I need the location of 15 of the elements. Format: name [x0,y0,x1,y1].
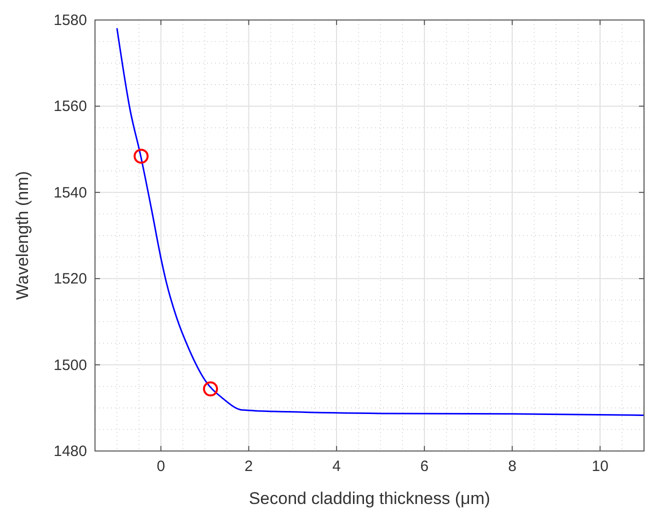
x-tick-label: 2 [244,458,253,475]
x-tick-label: 0 [156,458,166,475]
y-tick-label: 1560 [54,98,87,116]
line-series [116,27,645,416]
y-tick-label: 1480 [54,443,87,460]
x-tick-label: 4 [332,458,341,475]
x-axis-title: Second cladding thickness (μm) [248,489,490,508]
y-tick-label: 1520 [54,270,87,288]
y-tick-label: 1580 [54,12,87,29]
y-axis-title: Wavelength (nm) [13,171,32,300]
x-tick-label: 10 [592,458,608,475]
y-tick-label: 1500 [54,356,87,374]
x-tick-label: 6 [420,458,429,475]
x-tick-label: 8 [508,458,516,475]
y-tick-label: 1540 [54,184,87,202]
